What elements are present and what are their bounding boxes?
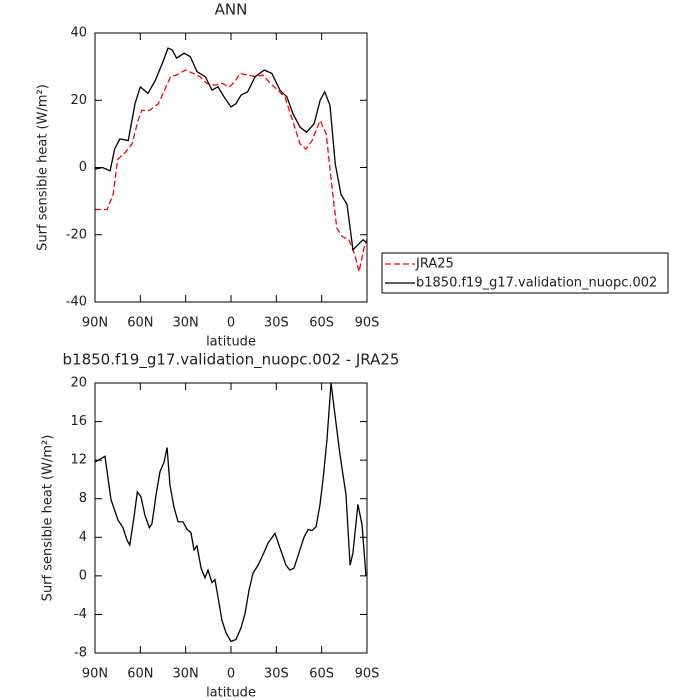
legend-box xyxy=(381,252,669,294)
x-axis-label: latitude xyxy=(206,335,256,350)
x-tick-label: 90S xyxy=(355,667,380,682)
y-tick-label: -20 xyxy=(66,227,87,242)
y-tick-label: 40 xyxy=(70,26,87,41)
chart-title: ANN xyxy=(215,1,248,19)
y-tick-label: 0 xyxy=(79,568,87,583)
y-tick-label: -40 xyxy=(66,295,87,310)
x-tick-label: 30S xyxy=(264,316,289,331)
y-tick-label: 16 xyxy=(70,414,87,429)
x-tick-label: 0 xyxy=(227,316,235,331)
data-line xyxy=(95,69,368,272)
y-tick-label: 0 xyxy=(79,160,87,175)
y-tick-label: 4 xyxy=(79,530,87,545)
x-tick-label: 90N xyxy=(82,667,108,682)
x-tick-label: 60N xyxy=(127,316,153,331)
y-tick-label: 12 xyxy=(70,453,87,468)
legend-label: JRA25 xyxy=(415,257,454,272)
y-tick-label: 20 xyxy=(70,93,87,108)
plot-frame xyxy=(94,32,368,303)
legend-label: b1850.f19_g17.validation_nuopc.002 xyxy=(416,276,657,291)
x-tick-label: 30S xyxy=(264,667,289,682)
data-line xyxy=(94,382,367,643)
y-tick-label: 8 xyxy=(79,491,87,506)
x-axis-label: latitude xyxy=(206,686,256,700)
chart-title: b1850.f19_g17.validation_nuopc.002 - JRA… xyxy=(63,351,400,370)
plot-frame xyxy=(94,382,368,654)
x-tick-label: 30N xyxy=(173,667,199,682)
y-tick-label: -4 xyxy=(74,607,87,622)
x-tick-label: 90N xyxy=(82,316,108,331)
y-tick-label: -8 xyxy=(74,646,87,661)
x-tick-label: 30N xyxy=(173,316,199,331)
x-tick-label: 60N xyxy=(127,667,153,682)
data-line xyxy=(94,47,368,252)
x-tick-label: 60S xyxy=(309,667,334,682)
y-tick-label: 20 xyxy=(70,376,87,391)
x-tick-label: 60S xyxy=(309,316,334,331)
x-tick-label: 90S xyxy=(355,316,380,331)
y-axis-label: Surf sensible heat (W/m²) xyxy=(36,84,51,251)
x-tick-label: 0 xyxy=(227,667,235,682)
y-axis-label: Surf sensible heat (W/m²) xyxy=(41,435,56,602)
